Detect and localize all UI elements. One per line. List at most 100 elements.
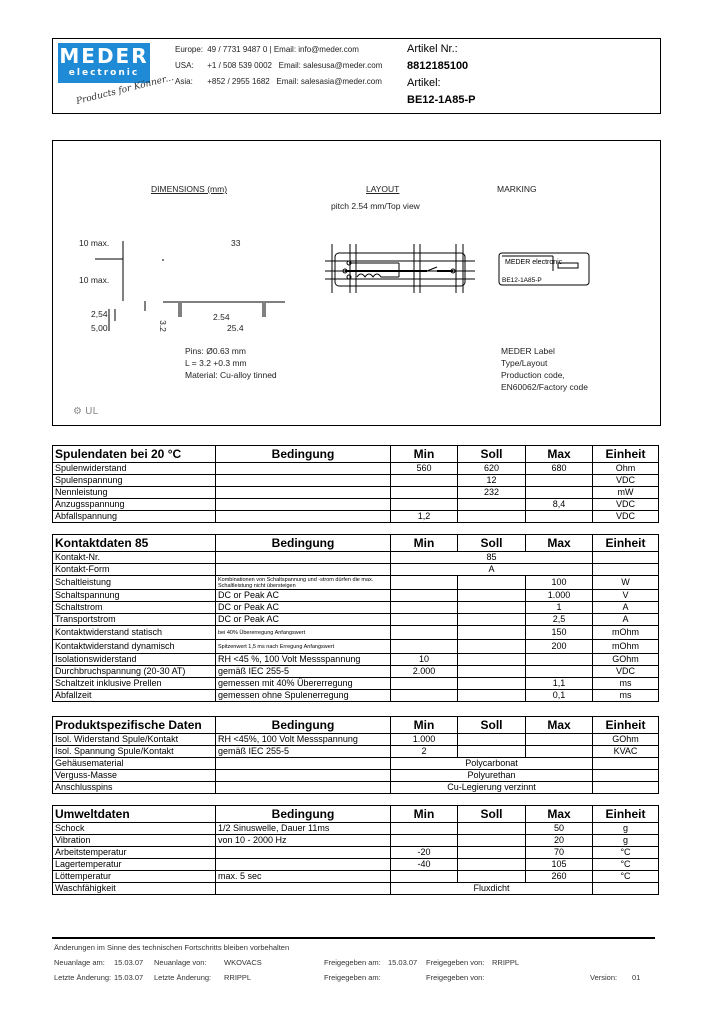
row-label: Spulenwiderstand [52, 462, 216, 475]
row-unit: mOhm [592, 639, 659, 654]
row-max: 0,1 [525, 689, 593, 702]
layout-subtitle: pitch 2.54 mm/Top view [331, 201, 420, 211]
created-on-label: Neuanlage am: [54, 958, 105, 967]
row-soll [457, 846, 526, 859]
row-soll [457, 858, 526, 871]
row-value: Polyurethan [390, 769, 593, 782]
table-row: Schaltleistung Kombinationen von Schaltsp… [52, 575, 659, 590]
row-min [390, 625, 458, 640]
label-type: BE12-1A85-P [502, 277, 542, 284]
row-min: 10 [390, 653, 458, 666]
row-soll [457, 822, 526, 835]
row-label: Abfallzeit [52, 689, 216, 702]
row-soll [457, 733, 526, 746]
table-row: Kontaktwiderstand statisch bei 40% Überer… [52, 625, 659, 640]
table-row: Kontakt-Nr. 85 [52, 551, 659, 564]
row-min [390, 822, 458, 835]
contact-europe: Europe: 49 / 7731 9487 0 | Email: info@m… [175, 45, 359, 54]
table-row: Isol. Spannung Spule/Kontakt gemäß IEC 25… [52, 745, 659, 758]
table-row: Anzugsspannung 8,4 VDC [52, 498, 659, 511]
row-condition [215, 769, 391, 782]
footer-note: Änderungen im Sinne des technischen Fort… [54, 943, 290, 952]
marking-note: Production code, [501, 370, 565, 380]
table-row: Verguss-Masse Polyurethan [52, 769, 659, 782]
label-logo: MEDER electronic [505, 259, 563, 266]
table-row: Kontakt-Form A [52, 563, 659, 576]
row-label: Löttemperatur [52, 870, 216, 883]
approved-on-label-2: Freigegeben am: [324, 973, 381, 982]
row-value: A [390, 563, 593, 576]
artikel: BE12-1A85-P [407, 94, 476, 106]
logo-subtext: electronic [68, 68, 140, 78]
row-min [390, 575, 458, 590]
column-header: Soll [457, 716, 526, 734]
row-unit [592, 769, 659, 782]
row-condition [215, 882, 391, 895]
row-max [525, 745, 593, 758]
row-label: Schock [52, 822, 216, 835]
certification-icon: ⚙ UL [73, 406, 98, 417]
row-label: Isolationswiderstand [52, 653, 216, 666]
row-condition: Kombinationen von Schaltspannung und -st… [215, 575, 391, 590]
row-min [390, 870, 458, 883]
marking-note: EN60062/Factory code [501, 382, 588, 392]
row-condition: 1/2 Sinuswelle, Dauer 11ms [215, 822, 391, 835]
row-condition [215, 757, 391, 770]
header-box: MEDER electronic Products for Könner... … [52, 38, 661, 114]
row-soll [457, 870, 526, 883]
table-row: Nennleistung 232 mW [52, 486, 659, 499]
row-min: 1,2 [390, 510, 458, 523]
artikel-nr-label: Artikel Nr.: [407, 43, 458, 55]
row-condition: von 10 - 2000 Hz [215, 834, 391, 847]
contact-data-table: Kontaktdaten 85 Bedingung Min Soll Max Einhei… [52, 534, 659, 702]
table-row: Abfallspannung 1,2 VDC [52, 510, 659, 523]
coil-data-table: Spulendaten bei 20 °C Bedingung Min Soll Max… [52, 445, 659, 523]
row-unit: g [592, 822, 659, 835]
environment-data-table: Umweltdaten Bedingung Min Soll Max Einheit Sch… [52, 805, 659, 895]
row-value: Cu-Legierung verzinnt [390, 781, 593, 794]
row-value: Fluxdicht [390, 882, 593, 895]
row-max [525, 653, 593, 666]
row-condition [215, 474, 391, 487]
row-unit: Ohm [592, 462, 659, 475]
column-header: Soll [457, 445, 526, 463]
row-unit: °C [592, 858, 659, 871]
table-row: Anschlusspins Cu-Legierung verzinnt [52, 781, 659, 794]
dim-pin-spacing: 25.4 [227, 323, 244, 333]
column-header: Bedingung [215, 716, 391, 734]
row-unit: KVAC [592, 745, 659, 758]
table-row: Schock 1/2 Sinuswelle, Dauer 11ms 50 g [52, 822, 659, 835]
version-label: Version: [590, 973, 618, 982]
row-soll [457, 601, 526, 614]
row-unit: g [592, 834, 659, 847]
column-header: Min [390, 534, 458, 552]
table-row: Gehäusematerial Polycarbonat [52, 757, 659, 770]
table-row: Schaltspannung DC or Peak AC 1.000 V [52, 589, 659, 602]
technical-drawing: MEDER electronic BE12-1A85-P ⚙ UL [73, 241, 590, 417]
created-by: WKOVACS [224, 958, 262, 967]
row-condition: DC or Peak AC [215, 601, 391, 614]
row-label: Schaltzeit inklusive Prellen [52, 677, 216, 690]
row-soll [457, 575, 526, 590]
marking-note: Type/Layout [501, 358, 548, 368]
column-header: Bedingung [215, 534, 391, 552]
dimensions-title: DIMENSIONS (mm) [151, 184, 228, 194]
table-row: Lagertemperatur -40 105 °C [52, 858, 659, 871]
dim-pitch-1: 2,54 [91, 309, 108, 319]
row-label: Anschlusspins [52, 781, 216, 794]
dim-height-1: 10 max. [79, 238, 110, 248]
contact-usa: USA: +1 / 508 539 0002 Email: salesusa@m… [175, 61, 383, 70]
row-condition [215, 462, 391, 475]
column-header: Soll [457, 805, 526, 823]
row-unit: ms [592, 689, 659, 702]
contact-asia: Asia: +852 / 2955 1682 Email: salesasia@… [175, 77, 382, 86]
created-by-label: Neuanlage von: [154, 958, 207, 967]
row-condition [215, 781, 391, 794]
row-soll: 620 [457, 462, 526, 475]
last-change-label: Letzte Änderung: [54, 973, 112, 982]
column-header: Einheit [592, 534, 659, 552]
row-label: Schaltleistung [52, 575, 216, 590]
row-condition [215, 846, 391, 859]
dim-pitch-2: 5,00 [91, 323, 108, 333]
